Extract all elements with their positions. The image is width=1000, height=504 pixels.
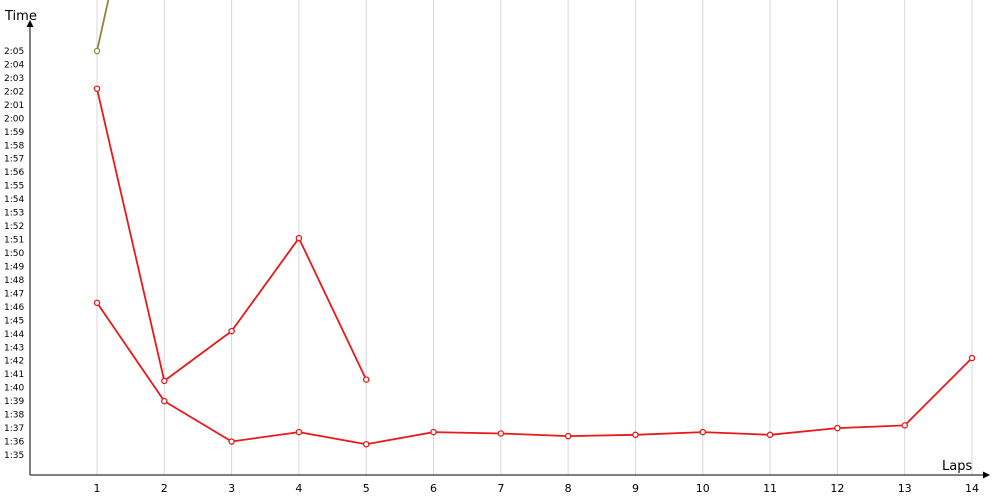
x-tick-label: 2 xyxy=(161,482,168,495)
y-tick-label: 1:52 xyxy=(4,222,24,232)
x-tick-label: 8 xyxy=(565,482,572,495)
series-line xyxy=(96,0,110,52)
data-point xyxy=(93,47,101,55)
series-1 xyxy=(93,85,370,385)
y-tick-label: 2:05 xyxy=(4,47,24,57)
y-tick-label: 2:02 xyxy=(4,87,24,97)
y-tick-label: 2:04 xyxy=(4,60,24,70)
data-point xyxy=(228,327,235,335)
y-tick-label: 1:50 xyxy=(4,249,24,259)
x-tick-label: 1 xyxy=(94,482,101,495)
data-point xyxy=(362,440,370,448)
y-tick-label: 2:03 xyxy=(4,74,24,84)
y-tick-label: 2:01 xyxy=(4,101,24,111)
data-point xyxy=(766,431,774,439)
y-tick-label: 1:47 xyxy=(4,289,24,299)
data-point xyxy=(834,424,841,432)
y-tick-label: 1:42 xyxy=(4,357,24,367)
y-tick-label: 1:55 xyxy=(4,182,24,192)
data-point xyxy=(901,422,908,429)
series-16 xyxy=(93,0,110,55)
y-tick-label: 1:40 xyxy=(4,384,24,394)
data-point xyxy=(295,234,303,242)
y-tick-label: 1:45 xyxy=(4,316,24,326)
x-tick-label: 5 xyxy=(363,482,370,495)
y-axis-title: Time xyxy=(4,9,37,24)
y-tick-label: 1:37 xyxy=(4,424,24,434)
x-tick-label: 9 xyxy=(632,482,639,495)
series-2 xyxy=(93,299,976,448)
x-axis-arrow-icon xyxy=(983,471,990,479)
x-tick-labels: 1 2 3 4 5 6 7 8 9 10 11 12 13 14 xyxy=(94,482,980,495)
x-tick-label: 10 xyxy=(696,482,710,495)
x-tick-label: 14 xyxy=(965,482,979,495)
y-tick-label: 1:59 xyxy=(4,128,24,138)
y-tick-label: 1:51 xyxy=(4,236,24,246)
y-tick-label: 1:36 xyxy=(4,438,24,448)
y-tick-label: 1:58 xyxy=(4,141,24,151)
series-line xyxy=(96,302,973,446)
x-tick-label: 12 xyxy=(830,482,844,495)
x-tick-label: 11 xyxy=(763,482,777,495)
x-tick-label: 3 xyxy=(228,482,235,495)
data-point xyxy=(430,428,437,436)
y-tick-label: 1:44 xyxy=(4,330,24,340)
y-tick-label: 1:39 xyxy=(4,397,24,407)
data-point xyxy=(497,430,505,437)
plot-area xyxy=(93,0,976,448)
data-point xyxy=(228,438,235,445)
x-tick-label: 13 xyxy=(898,482,912,495)
y-tick-label: 1:53 xyxy=(4,209,24,219)
data-point xyxy=(362,376,370,383)
data-point xyxy=(93,299,101,307)
y-tick-label: 1:56 xyxy=(4,168,24,178)
grid xyxy=(96,0,973,475)
y-tick-labels: 1:35 1:36 1:37 1:38 1:39 1:40 1:41 1:42 1:43 1:44… xyxy=(4,47,24,461)
y-tick-label: 1:57 xyxy=(4,155,24,165)
x-axis-title: Laps xyxy=(942,459,972,474)
y-tick-label: 1:43 xyxy=(4,343,24,353)
y-tick-label: 1:54 xyxy=(4,195,24,205)
data-point xyxy=(699,428,707,436)
y-tick-label: 1:35 xyxy=(4,451,24,461)
data-point xyxy=(295,428,303,436)
x-tick-label: 4 xyxy=(295,482,302,495)
x-tick-label: 7 xyxy=(497,482,504,495)
data-point xyxy=(632,431,639,439)
data-point xyxy=(968,354,976,362)
y-tick-label: 1:46 xyxy=(4,303,24,313)
y-tick-label: 1:48 xyxy=(4,276,24,286)
data-point xyxy=(93,85,101,92)
y-tick-label: 1:49 xyxy=(4,262,24,272)
y-tick-label: 1:38 xyxy=(4,411,24,421)
y-tick-label: 2:00 xyxy=(4,114,24,124)
data-point xyxy=(564,432,572,440)
x-tick-label: 6 xyxy=(430,482,437,495)
data-point xyxy=(161,377,168,385)
y-axis-arrow-icon xyxy=(26,20,34,27)
axes: Time Laps xyxy=(4,9,990,479)
data-point xyxy=(161,397,168,405)
y-tick-label: 1:41 xyxy=(4,370,24,380)
